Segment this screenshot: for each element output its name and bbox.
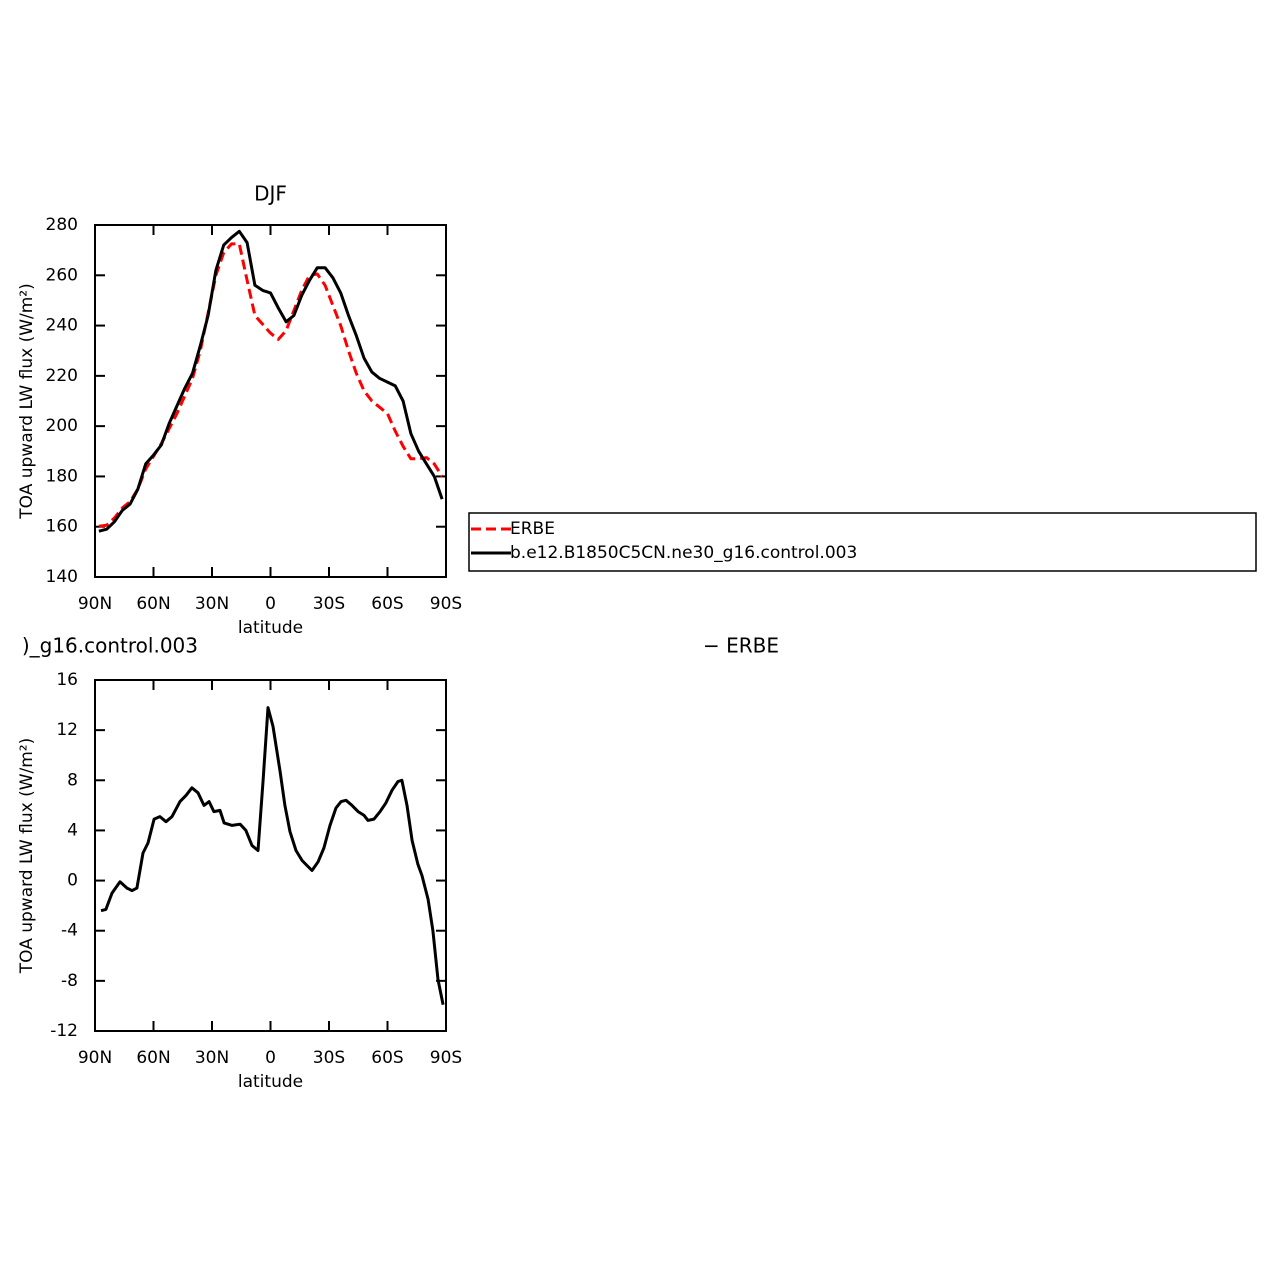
x-tick-label: 30S [313,594,345,614]
plot-frame [94,679,447,1032]
legend-label: b.e12.B1850C5CN.ne30_g16.control.003 [510,543,857,563]
x-tick-label: 30N [195,1048,229,1068]
y-tick-label: 140 [46,567,78,587]
x-tick-label: 90S [430,1048,462,1068]
x-tick-label: 0 [265,594,276,614]
data-line [100,706,445,1005]
y-tick-label: 180 [46,466,78,486]
y-tick-label: -12 [50,1021,78,1041]
y-tick-label: 12 [56,720,78,740]
x-tick-label: 60N [136,1048,170,1068]
y-tick-label: 240 [46,316,78,336]
x-tick-label: 30S [313,1048,345,1068]
x-axis-label: latitude [238,1072,303,1092]
chart-title: DJF [254,182,287,206]
y-tick-label: 16 [56,670,78,690]
x-tick-label: 30N [195,594,229,614]
plot-frame [94,224,447,578]
y-tick-label: 8 [67,770,78,790]
y-tick-label: 0 [67,871,78,891]
x-tick-label: 0 [265,1048,276,1068]
y-tick-label: 220 [46,366,78,386]
y-tick-label: -8 [61,971,78,991]
x-tick-label: 60N [136,594,170,614]
y-axis-label: TOA upward LW flux (W/m²) [17,283,37,520]
chart-title-right: − ERBE [703,634,779,658]
y-tick-label: 200 [46,416,78,436]
y-tick-label: -4 [61,921,78,941]
legend-box [468,512,1257,572]
x-tick-label: 60S [371,1048,403,1068]
x-tick-label: 60S [371,594,403,614]
y-axis-label: TOA upward LW flux (W/m²) [17,738,37,975]
legend-label: ERBE [510,519,555,539]
data-line [98,229,444,533]
x-axis-label: latitude [238,618,303,638]
y-tick-label: 4 [67,820,78,840]
y-tick-label: 280 [46,215,78,235]
chart-title: )_g16.control.003 [22,634,198,658]
x-tick-label: 90S [430,594,462,614]
x-tick-label: 90N [78,1048,112,1068]
x-tick-label: 90N [78,594,112,614]
y-tick-label: 260 [46,265,78,285]
y-tick-label: 160 [46,517,78,537]
